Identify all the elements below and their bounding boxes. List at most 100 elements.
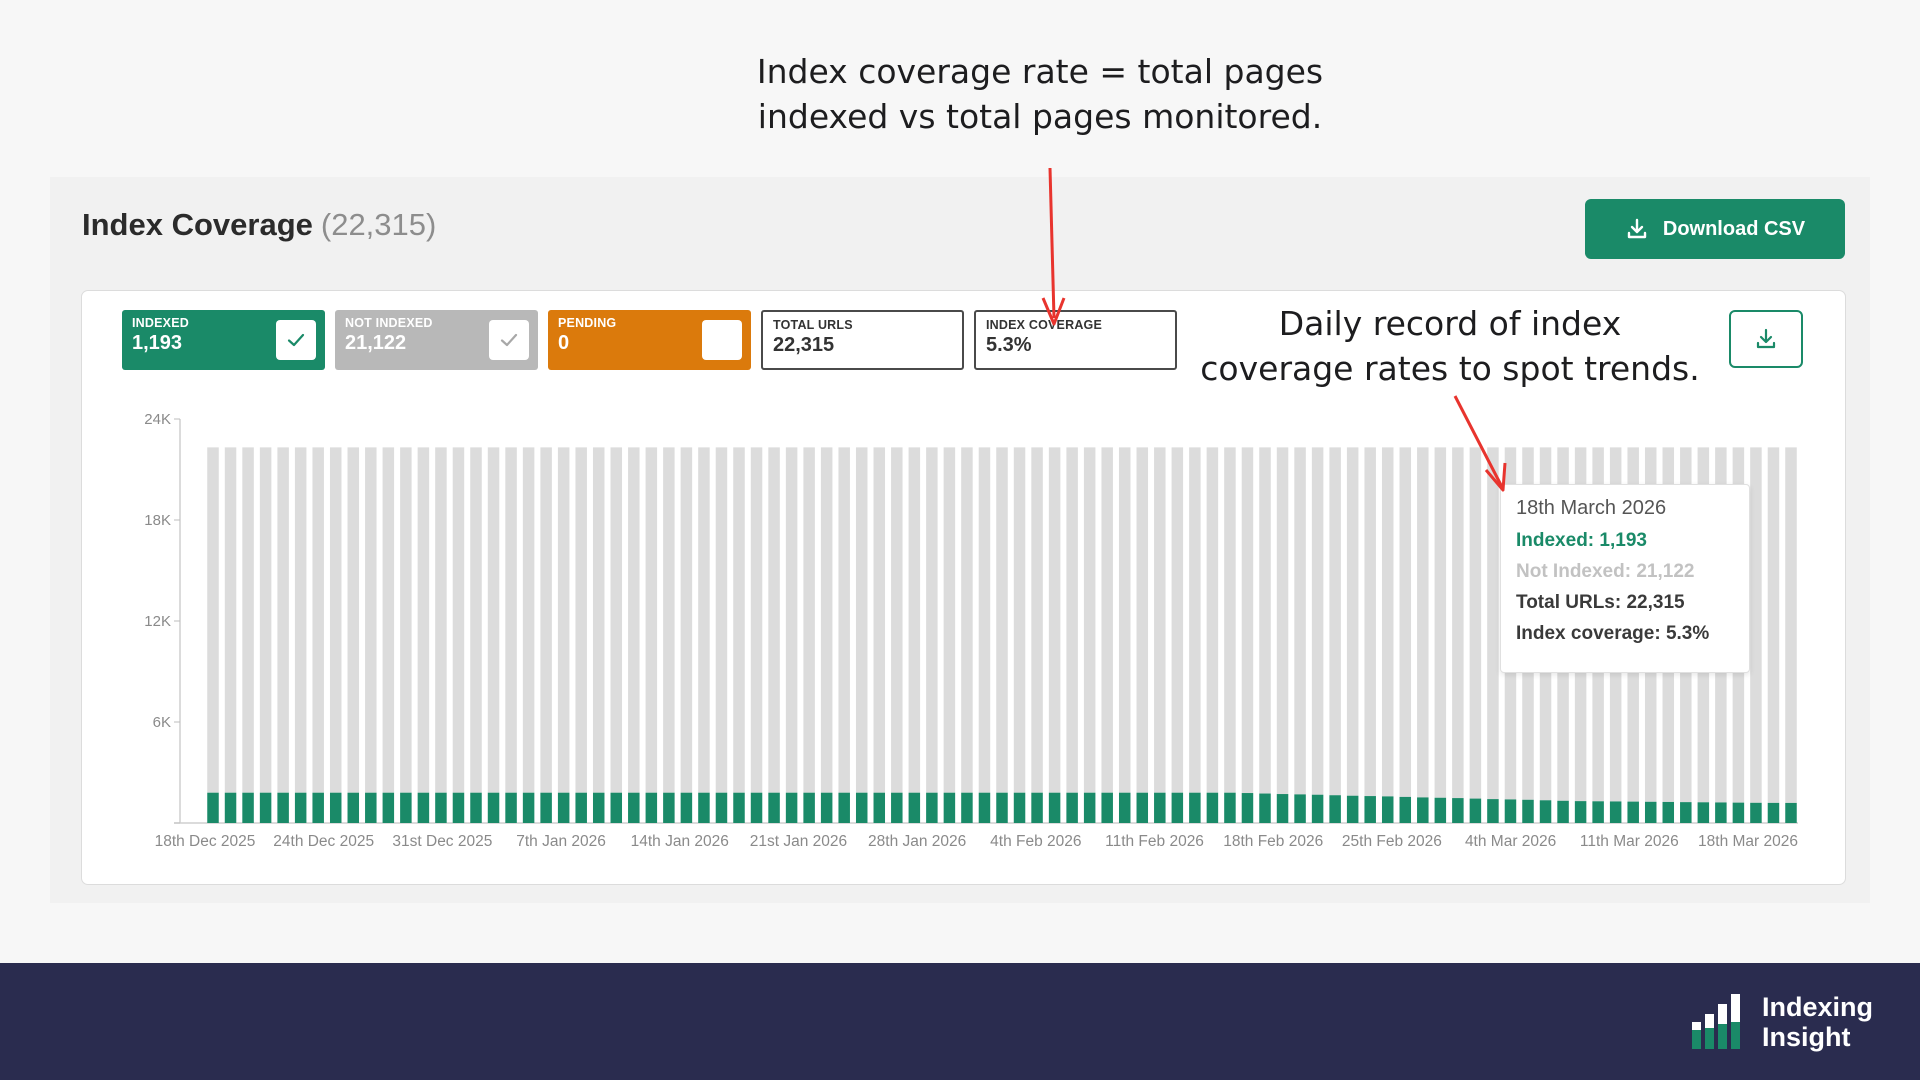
- x-tick-label: 4th Mar 2026: [1465, 833, 1556, 850]
- bar-not-indexed: [1311, 447, 1324, 795]
- bar-indexed: [1399, 796, 1412, 823]
- bar-not-indexed: [785, 447, 798, 793]
- stat-total-urls: TOTAL URLS 22,315: [761, 310, 964, 370]
- bar-not-indexed: [628, 447, 640, 793]
- bar-not-indexed: [1241, 447, 1254, 794]
- bar-indexed: [277, 792, 289, 823]
- bar-not-indexed: [1469, 447, 1482, 799]
- bar-indexed: [1259, 793, 1271, 823]
- bar-not-indexed: [698, 447, 710, 793]
- bar-not-indexed: [1189, 447, 1201, 793]
- bar-not-indexed: [768, 447, 780, 793]
- pending-checkbox[interactable]: [702, 320, 742, 360]
- bar-indexed: [487, 792, 500, 823]
- bar-not-indexed: [1346, 447, 1359, 796]
- bar-indexed: [715, 792, 728, 823]
- indexed-checkbox[interactable]: [276, 320, 316, 360]
- bar-not-indexed: [522, 447, 535, 793]
- x-tick-label: 18th Mar 2026: [1698, 833, 1798, 850]
- bar-not-indexed: [487, 447, 500, 793]
- bar-indexed: [645, 792, 658, 823]
- bar-not-indexed: [1785, 447, 1797, 803]
- filter-indexed[interactable]: INDEXED 1,193: [122, 310, 325, 370]
- bar-indexed: [242, 792, 254, 823]
- bar-not-indexed: [838, 447, 850, 793]
- bar-not-indexed: [1381, 447, 1394, 797]
- bar-indexed: [996, 792, 1008, 823]
- bar-not-indexed: [961, 447, 973, 793]
- chart-download-button[interactable]: [1729, 310, 1803, 368]
- bar-not-indexed: [435, 447, 447, 793]
- brand-name: Indexing Insight: [1762, 992, 1873, 1052]
- bar-indexed: [575, 792, 587, 823]
- bar-indexed: [1417, 797, 1429, 823]
- bar-not-indexed: [610, 447, 623, 793]
- bar-indexed: [1189, 792, 1201, 823]
- bar-indexed: [1118, 792, 1131, 823]
- bar-not-indexed: [1048, 447, 1061, 793]
- bar-indexed: [663, 792, 675, 823]
- x-tick-label: 28th Jan 2026: [868, 833, 966, 850]
- y-tick-label: 12K: [144, 613, 171, 630]
- bar-indexed: [1574, 801, 1587, 823]
- stat-value: 1,193: [132, 332, 183, 354]
- filter-not-indexed[interactable]: NOT INDEXED 21,122: [335, 310, 538, 370]
- bar-not-indexed: [663, 447, 675, 793]
- annotation-line: Index coverage rate = total pages: [756, 52, 1324, 91]
- bar-indexed: [908, 792, 921, 823]
- bar-not-indexed: [1329, 447, 1341, 796]
- bar-indexed: [961, 792, 973, 823]
- y-tick-label: 18K: [144, 512, 171, 529]
- bar-indexed: [1522, 799, 1534, 823]
- annotation-coverage-definition: Index coverage rate = total pages indexe…: [700, 49, 1380, 139]
- chart-tooltip: 18th March 2026 Indexed: 1,193 Not Index…: [1500, 484, 1750, 673]
- bar-indexed: [1381, 796, 1394, 823]
- bar-indexed: [820, 792, 833, 823]
- bar-indexed: [1364, 796, 1376, 823]
- bar-indexed: [1311, 794, 1324, 823]
- bar-not-indexed: [1154, 447, 1166, 793]
- bar-indexed: [803, 792, 815, 823]
- bar-indexed: [855, 792, 868, 823]
- bar-indexed: [505, 792, 517, 823]
- bar-indexed: [1767, 802, 1780, 823]
- bar-not-indexed: [1031, 447, 1043, 793]
- x-tick-label: 14th Jan 2026: [631, 833, 729, 850]
- bar-not-indexed: [1294, 447, 1306, 795]
- bar-indexed: [557, 792, 570, 823]
- stat-value: 0: [558, 332, 570, 354]
- bar-indexed: [1136, 792, 1149, 823]
- bar-not-indexed: [1136, 447, 1149, 793]
- bar-not-indexed: [1364, 447, 1376, 797]
- bar-indexed: [1592, 801, 1604, 823]
- bar-not-indexed: [943, 447, 956, 793]
- bar-not-indexed: [926, 447, 938, 793]
- bar-indexed: [610, 792, 623, 823]
- filter-pending[interactable]: PENDING 0: [548, 310, 751, 370]
- stat-label: TOTAL URLS: [773, 318, 853, 332]
- tooltip-indexed: Indexed: 1,193: [1516, 530, 1647, 551]
- bar-not-indexed: [1259, 447, 1271, 794]
- bar-indexed: [733, 792, 745, 823]
- bar-indexed: [417, 792, 430, 823]
- bar-not-indexed: [540, 447, 552, 793]
- page-title: Index Coverage (22,315): [82, 207, 436, 243]
- bar-indexed: [522, 792, 535, 823]
- title-text: Index Coverage: [82, 207, 313, 242]
- bar-not-indexed: [1066, 447, 1078, 793]
- annotation-line: Daily record of index: [1278, 304, 1622, 343]
- bar-indexed: [750, 792, 763, 823]
- bar-indexed: [1224, 792, 1236, 823]
- bar-indexed: [1452, 798, 1464, 823]
- bar-not-indexed: [1399, 447, 1412, 797]
- bar-indexed: [1785, 802, 1797, 823]
- bar-indexed: [1732, 802, 1745, 823]
- bar-indexed: [1294, 794, 1306, 823]
- download-csv-button[interactable]: Download CSV: [1585, 199, 1845, 259]
- bar-indexed: [1154, 792, 1166, 823]
- bar-indexed: [891, 792, 903, 823]
- bar-not-indexed: [873, 447, 886, 793]
- bar-indexed: [365, 792, 377, 823]
- bar-indexed: [382, 792, 395, 823]
- not-indexed-checkbox[interactable]: [489, 320, 529, 360]
